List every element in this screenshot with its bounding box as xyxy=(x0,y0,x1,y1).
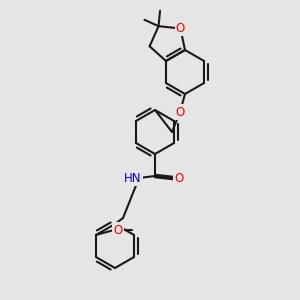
Text: O: O xyxy=(113,224,123,236)
Text: HN: HN xyxy=(124,172,142,184)
Text: O: O xyxy=(176,106,184,118)
Text: O: O xyxy=(174,172,184,184)
Text: O: O xyxy=(176,22,185,35)
